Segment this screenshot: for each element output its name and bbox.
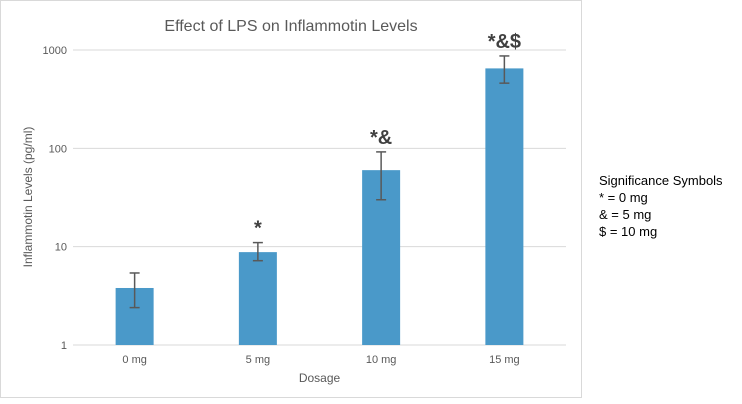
significance-marker: *& [370, 127, 392, 149]
chart-title: Effect of LPS on Inflammotin Levels [164, 18, 417, 35]
significance-note-title: Significance Symbols [599, 173, 723, 188]
y-tick-label: 1000 [43, 45, 67, 57]
bar [485, 68, 524, 345]
chart-frame: 1 10 100 1000 0 mg * 5 mg *& 10 mg *&$ 15 mg Effect… [0, 0, 582, 398]
y-axis-title: Inflammotin Levels (pg/ml) [21, 127, 35, 268]
significance-note-line: $ = 10 mg [599, 224, 658, 239]
bar-chart: 1 10 100 1000 0 mg * 5 mg *& 10 mg *&$ 15 mg Effect… [21, 18, 566, 385]
y-tick-label: 10 [55, 242, 67, 254]
significance-marker: *&$ [488, 31, 521, 53]
x-tick-label: 15 mg [489, 354, 520, 366]
y-tick-label: 100 [49, 143, 67, 155]
x-tick-label: 10 mg [366, 354, 397, 366]
bar [238, 252, 277, 345]
significance-note-line: * = 0 mg [599, 190, 648, 205]
x-tick-label: 5 mg [246, 354, 270, 366]
y-tick-label: 1 [61, 340, 67, 352]
significance-marker: * [254, 218, 262, 240]
x-tick-label: 0 mg [122, 354, 146, 366]
x-axis-title: Dosage [299, 371, 341, 385]
significance-note-line: & = 5 mg [599, 207, 652, 222]
significance-note: Significance Symbols * = 0 mg & = 5 mg $… [599, 172, 723, 240]
